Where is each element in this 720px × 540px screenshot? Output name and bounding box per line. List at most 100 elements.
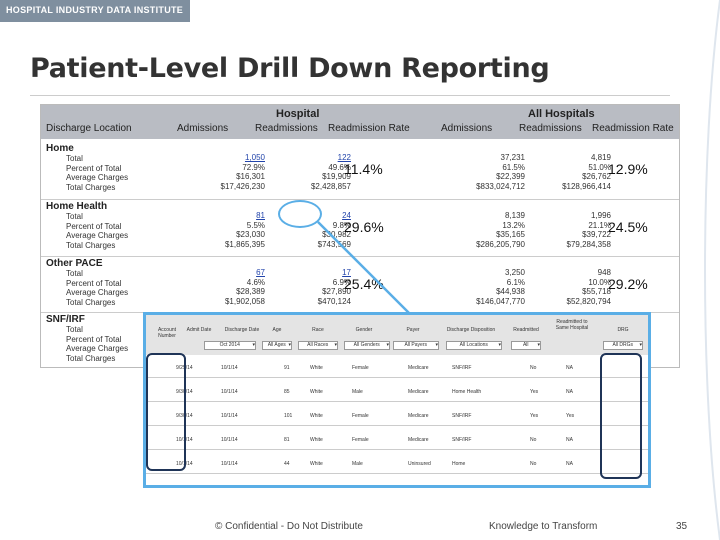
drilldown-link[interactable]: 24 bbox=[342, 211, 351, 220]
values-h-readm: 122 49.6% $19,909 $2,428,857 bbox=[249, 153, 351, 191]
value: 4.6% bbox=[246, 277, 265, 287]
drill-col-header: Readmitted bbox=[513, 327, 539, 333]
filter-dropdown[interactable]: All ▾ bbox=[511, 341, 541, 350]
chevron-down-icon: ▾ bbox=[498, 342, 501, 348]
section-other-pace: Other PACE Total Percent of Total Average C… bbox=[46, 258, 128, 307]
value: $470,124 bbox=[317, 296, 351, 306]
value: 8,139 bbox=[504, 211, 525, 220]
readmission-rate-value: 29.6% bbox=[344, 219, 384, 235]
drilldown-link[interactable]: 67 bbox=[256, 268, 265, 277]
table-cell: 44 bbox=[284, 461, 290, 467]
col-a-admissions: Admissions bbox=[441, 123, 493, 134]
section-name: SNF/IRF bbox=[46, 314, 85, 325]
drg-column-highlight bbox=[600, 353, 642, 479]
readmission-rate-value: 11.4% bbox=[344, 161, 383, 177]
filter-dropdown[interactable]: All Genders ▾ bbox=[344, 341, 390, 350]
drilldown-link[interactable]: 1,050 bbox=[244, 153, 265, 162]
col-a-readmission-rate: Readmission Rate bbox=[592, 123, 674, 134]
table-cell: 101 bbox=[284, 413, 293, 419]
table-cell: Female bbox=[352, 413, 369, 419]
metric-label: Average Charges bbox=[66, 288, 129, 297]
value: 10.0% bbox=[588, 277, 611, 287]
table-cell: 10/1/14 bbox=[221, 389, 238, 395]
brand-bar: HOSPITAL INDUSTRY DATA INSTITUTE bbox=[0, 0, 190, 22]
values-a-adm: 3,250 6.1% $44,938 $146,047,770 bbox=[431, 268, 525, 306]
value: 49.6% bbox=[328, 162, 351, 172]
readmission-rate-value: 24.5% bbox=[608, 219, 648, 235]
title-divider bbox=[30, 95, 670, 96]
value: 6.9% bbox=[332, 277, 351, 287]
table-cell: White bbox=[310, 461, 323, 467]
filter-dropdown[interactable]: Oct 2014 ▾ bbox=[204, 341, 256, 350]
drill-col-header: Readmitted to Same Hospital bbox=[555, 319, 589, 331]
metric-label: Percent of Total bbox=[66, 278, 122, 288]
drill-col-header: DRG bbox=[617, 327, 629, 333]
page-number: 35 bbox=[676, 521, 688, 532]
col-h-admissions: Admissions bbox=[177, 123, 229, 134]
table-cell: No bbox=[530, 461, 537, 467]
values-a-readm: 1,996 21.1% $39,722 $79,284,358 bbox=[511, 211, 612, 249]
filter-dropdown[interactable]: All Locations ▾ bbox=[446, 341, 502, 350]
table-cell: Uninsured bbox=[408, 461, 431, 467]
values-h-adm: 67 4.6% $28,389 $1,902,058 bbox=[171, 268, 265, 306]
filter-dropdown[interactable]: All Payers ▾ bbox=[393, 341, 439, 350]
value: 37,231 bbox=[500, 153, 525, 162]
drilldown-header: Account Number Admit Date Discharge Date Ag… bbox=[146, 315, 648, 355]
metric-label: Percent of Total bbox=[66, 221, 122, 231]
table-cell: Yes bbox=[530, 389, 539, 395]
table-cell: Medicare bbox=[408, 365, 429, 371]
section-home-health: Home Health Total Percent of Total Average … bbox=[46, 201, 128, 250]
drilldown-link[interactable]: 81 bbox=[256, 211, 265, 220]
col-a-readmissions: Readmissions bbox=[519, 123, 582, 134]
value: 51.0% bbox=[588, 162, 611, 172]
filter-dropdown[interactable]: All Races ▾ bbox=[298, 341, 338, 350]
chevron-down-icon: ▾ bbox=[639, 342, 642, 348]
value: 72.9% bbox=[242, 162, 265, 172]
filter-value: All Genders bbox=[353, 342, 380, 348]
table-cell: NA bbox=[566, 437, 573, 443]
table-cell: SNF/IRF bbox=[452, 365, 472, 371]
value: $44,938 bbox=[496, 287, 525, 296]
drilldown-link[interactable]: 122 bbox=[337, 153, 351, 162]
decorative-curve bbox=[704, 0, 720, 540]
section-name: Home bbox=[46, 143, 74, 154]
filter-dropdown[interactable]: All DRGs ▾ bbox=[603, 341, 643, 350]
value: 5.5% bbox=[246, 220, 265, 230]
value: $833,024,712 bbox=[476, 181, 525, 191]
metric-label: Total Charges bbox=[66, 182, 116, 192]
col-h-readmissions: Readmissions bbox=[255, 123, 318, 134]
filter-dropdown[interactable]: All Ages ▾ bbox=[262, 341, 292, 350]
drilldown-screenshot: Account Number Admit Date Discharge Date Ag… bbox=[143, 312, 651, 488]
table-cell: Female bbox=[352, 365, 369, 371]
report-header: Hospital All Hospitals Discharge Locatio… bbox=[41, 105, 679, 139]
table-cell: White bbox=[310, 413, 323, 419]
drill-col-header: Admit Date bbox=[186, 327, 212, 333]
section-name: Other PACE bbox=[46, 258, 103, 269]
drill-col-header: Payer bbox=[406, 327, 420, 333]
value: 4,819 bbox=[590, 153, 611, 162]
value: $26,762 bbox=[582, 172, 611, 181]
filter-value: Oct 2014 bbox=[219, 342, 240, 348]
value: 61.5% bbox=[502, 162, 525, 172]
chevron-down-icon: ▾ bbox=[334, 342, 337, 348]
value: $39,722 bbox=[582, 230, 611, 239]
table-cell: SNF/IRF bbox=[452, 437, 472, 443]
drilldown-link[interactable]: 17 bbox=[342, 268, 351, 277]
table-cell: 85 bbox=[284, 389, 290, 395]
value: $1,865,395 bbox=[224, 239, 265, 249]
table-cell: No bbox=[530, 437, 537, 443]
metric-label: Average Charges bbox=[66, 344, 129, 353]
brand-logo-text: HOSPITAL INDUSTRY DATA INSTITUTE bbox=[6, 5, 184, 15]
page-title: Patient-Level Drill Down Reporting bbox=[30, 53, 550, 84]
chevron-down-icon: ▾ bbox=[288, 342, 291, 348]
drill-col-header: Gender bbox=[355, 327, 373, 333]
value: $19,909 bbox=[322, 172, 351, 181]
table-row-divider bbox=[146, 449, 648, 450]
metric-label: Total Charges bbox=[66, 353, 116, 363]
section-divider bbox=[41, 256, 679, 257]
value: 3,250 bbox=[504, 268, 525, 277]
values-a-readm: 948 10.0% $55,718 $52,820,794 bbox=[511, 268, 612, 306]
table-cell: No bbox=[530, 365, 537, 371]
value: $128,966,414 bbox=[562, 181, 611, 191]
chevron-down-icon: ▾ bbox=[386, 342, 389, 348]
